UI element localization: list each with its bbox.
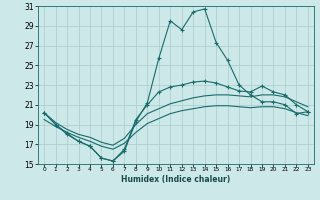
X-axis label: Humidex (Indice chaleur): Humidex (Indice chaleur) bbox=[121, 175, 231, 184]
